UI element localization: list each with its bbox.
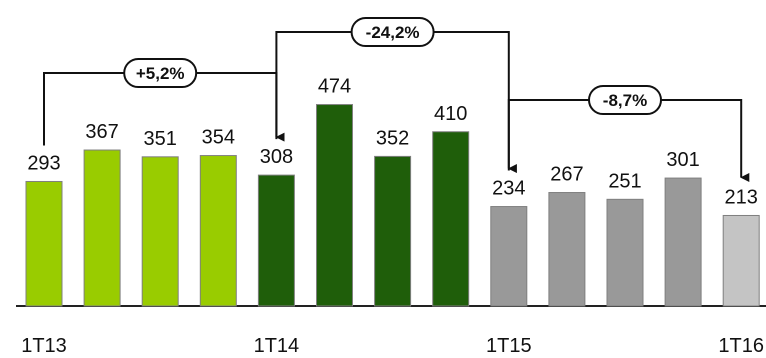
change-pill-2 bbox=[350, 17, 435, 47]
value-label-1T14: 308 bbox=[260, 146, 293, 168]
change-pill-3 bbox=[588, 85, 662, 115]
value-label-1T15: 234 bbox=[492, 178, 525, 200]
value-label-2T15: 267 bbox=[550, 164, 583, 186]
tick-label-1T15: 1T15 bbox=[486, 335, 532, 357]
change-label-3: -8,7% bbox=[603, 91, 647, 110]
value-label-1T13: 293 bbox=[27, 152, 60, 174]
bar-4T15 bbox=[664, 177, 702, 307]
bar-1T16 bbox=[722, 214, 760, 307]
change-annotations-group: +5,2% -24,2% -8,7% bbox=[43, 17, 750, 182]
value-label-4T13: 354 bbox=[202, 127, 235, 149]
bar-1T13 bbox=[25, 180, 63, 307]
value-label-2T13: 367 bbox=[85, 121, 118, 143]
value-label-3T14: 352 bbox=[376, 127, 409, 149]
value-label-1T16: 213 bbox=[725, 186, 758, 208]
tick-label-1T16: 1T16 bbox=[718, 335, 764, 357]
bar-3T14 bbox=[374, 155, 412, 307]
value-labels-group: 293 367 351 354 308 474 352 410 234 267 251 301 213 bbox=[27, 76, 758, 209]
bar-1T15 bbox=[490, 206, 528, 307]
value-label-4T14: 410 bbox=[434, 103, 467, 125]
bar-2T14 bbox=[316, 104, 353, 307]
bar-3T15 bbox=[606, 198, 644, 307]
change-pill-1 bbox=[123, 58, 198, 88]
bars-group bbox=[25, 104, 760, 307]
value-label-3T15: 251 bbox=[608, 170, 641, 192]
tick-label-1T14: 1T14 bbox=[254, 335, 300, 357]
tick-label-1T13: 1T13 bbox=[21, 335, 67, 357]
bar-3T13 bbox=[141, 156, 179, 307]
bar-4T13 bbox=[199, 155, 237, 307]
bar-2T15 bbox=[548, 192, 586, 307]
bar-4T14 bbox=[432, 131, 470, 307]
bar-2T13 bbox=[83, 149, 121, 307]
value-label-2T14: 474 bbox=[318, 76, 351, 98]
change-label-1: +5,2% bbox=[136, 64, 185, 83]
bar-1T14 bbox=[257, 174, 295, 307]
value-label-4T15: 301 bbox=[666, 149, 699, 171]
x-tick-labels-group: 1T13 1T14 1T15 1T16 bbox=[21, 335, 764, 357]
change-label-2: -24,2% bbox=[366, 23, 420, 42]
value-label-3T13: 351 bbox=[144, 128, 177, 150]
